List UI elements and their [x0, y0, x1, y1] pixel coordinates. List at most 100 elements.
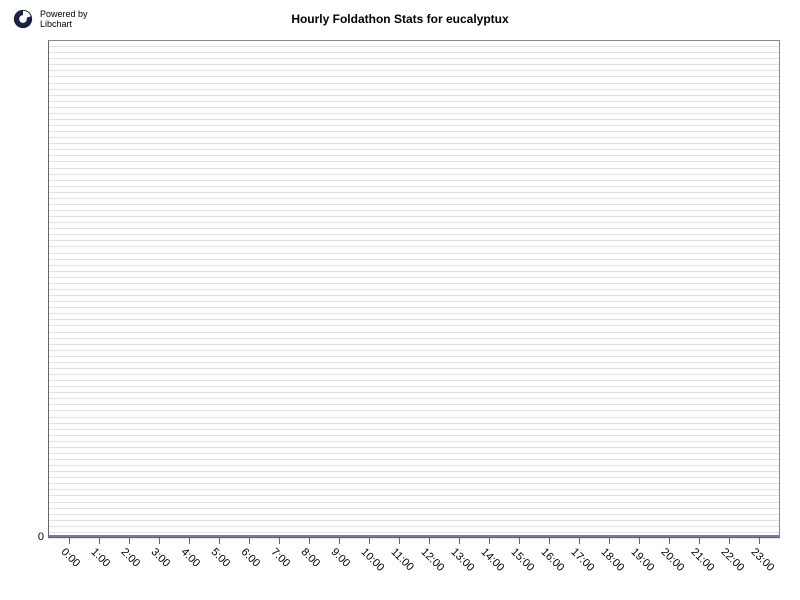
gridline: [48, 228, 780, 229]
gridline: [48, 502, 780, 503]
gridline: [48, 216, 780, 217]
x-axis-label: 7:00: [269, 546, 293, 570]
plot-gridlines: [48, 40, 780, 538]
gridline: [48, 265, 780, 266]
plot-area: [48, 40, 780, 538]
gridline: [48, 46, 780, 47]
gridline: [48, 483, 780, 484]
gridline: [48, 119, 780, 120]
gridline: [48, 307, 780, 308]
gridline: [48, 489, 780, 490]
gridline: [48, 143, 780, 144]
gridline: [48, 70, 780, 71]
gridline: [48, 113, 780, 114]
gridline: [48, 332, 780, 333]
gridline: [48, 83, 780, 84]
x-axis-tick: [549, 538, 550, 544]
gridline: [48, 410, 780, 411]
gridline: [48, 240, 780, 241]
x-axis-tick: [189, 538, 190, 544]
x-axis-label: 8:00: [299, 546, 323, 570]
gridline: [48, 161, 780, 162]
x-axis-label: 13:00: [449, 546, 477, 574]
x-axis-label: 12:00: [419, 546, 447, 574]
gridline: [48, 514, 780, 515]
gridline: [48, 404, 780, 405]
x-axis-tick: [249, 538, 250, 544]
gridline: [48, 344, 780, 345]
gridline: [48, 277, 780, 278]
gridline: [48, 131, 780, 132]
gridline: [48, 168, 780, 169]
x-axis-tick: [639, 538, 640, 544]
gridline: [48, 356, 780, 357]
x-axis-tick: [429, 538, 430, 544]
gridline: [48, 58, 780, 59]
gridline: [48, 526, 780, 527]
gridline: [48, 520, 780, 521]
x-axis-tick: [729, 538, 730, 544]
x-axis-tick: [669, 538, 670, 544]
gridline: [48, 386, 780, 387]
gridline: [48, 319, 780, 320]
gridline: [48, 283, 780, 284]
gridline: [48, 76, 780, 77]
gridline: [48, 89, 780, 90]
x-axis-label: 6:00: [239, 546, 263, 570]
x-axis-label: 14:00: [479, 546, 507, 574]
x-axis-label: 20:00: [659, 546, 687, 574]
gridline: [48, 350, 780, 351]
gridline: [48, 174, 780, 175]
gridline: [48, 222, 780, 223]
x-axis-tick: [159, 538, 160, 544]
x-axis-tick: [309, 538, 310, 544]
x-axis-label: 16:00: [539, 546, 567, 574]
x-axis-tick: [519, 538, 520, 544]
x-axis-tick: [129, 538, 130, 544]
x-axis-label: 10:00: [359, 546, 387, 574]
chart-title: Hourly Foldathon Stats for eucalyptux: [0, 12, 800, 26]
x-axis-tick: [69, 538, 70, 544]
gridline: [48, 362, 780, 363]
gridline: [48, 417, 780, 418]
gridline: [48, 471, 780, 472]
x-axis-tick: [369, 538, 370, 544]
gridline: [48, 210, 780, 211]
gridline: [48, 186, 780, 187]
x-axis-label: 19:00: [629, 546, 657, 574]
gridline: [48, 259, 780, 260]
x-axis-tick: [699, 538, 700, 544]
gridline: [48, 52, 780, 53]
gridline: [48, 101, 780, 102]
x-axis-tick: [339, 538, 340, 544]
x-axis-label: 3:00: [149, 546, 173, 570]
gridline: [48, 149, 780, 150]
gridline: [48, 459, 780, 460]
gridline: [48, 368, 780, 369]
x-axis-tick: [399, 538, 400, 544]
x-axis-label: 17:00: [569, 546, 597, 574]
gridline: [48, 313, 780, 314]
x-axis-tick: [459, 538, 460, 544]
series-baseline-bar: [48, 535, 780, 538]
x-axis-tick: [609, 538, 610, 544]
gridline: [48, 192, 780, 193]
gridline: [48, 246, 780, 247]
gridline: [48, 325, 780, 326]
gridline: [48, 392, 780, 393]
x-axis-label: 0:00: [59, 546, 83, 570]
x-axis-label: 9:00: [329, 546, 353, 570]
gridline: [48, 95, 780, 96]
gridline: [48, 374, 780, 375]
gridline: [48, 271, 780, 272]
x-axis-label: 4:00: [179, 546, 203, 570]
gridline: [48, 234, 780, 235]
gridline: [48, 301, 780, 302]
gridline: [48, 125, 780, 126]
x-axis-label: 5:00: [209, 546, 233, 570]
gridline: [48, 137, 780, 138]
gridline: [48, 380, 780, 381]
gridline: [48, 495, 780, 496]
gridline: [48, 435, 780, 436]
x-axis-label: 22:00: [719, 546, 747, 574]
